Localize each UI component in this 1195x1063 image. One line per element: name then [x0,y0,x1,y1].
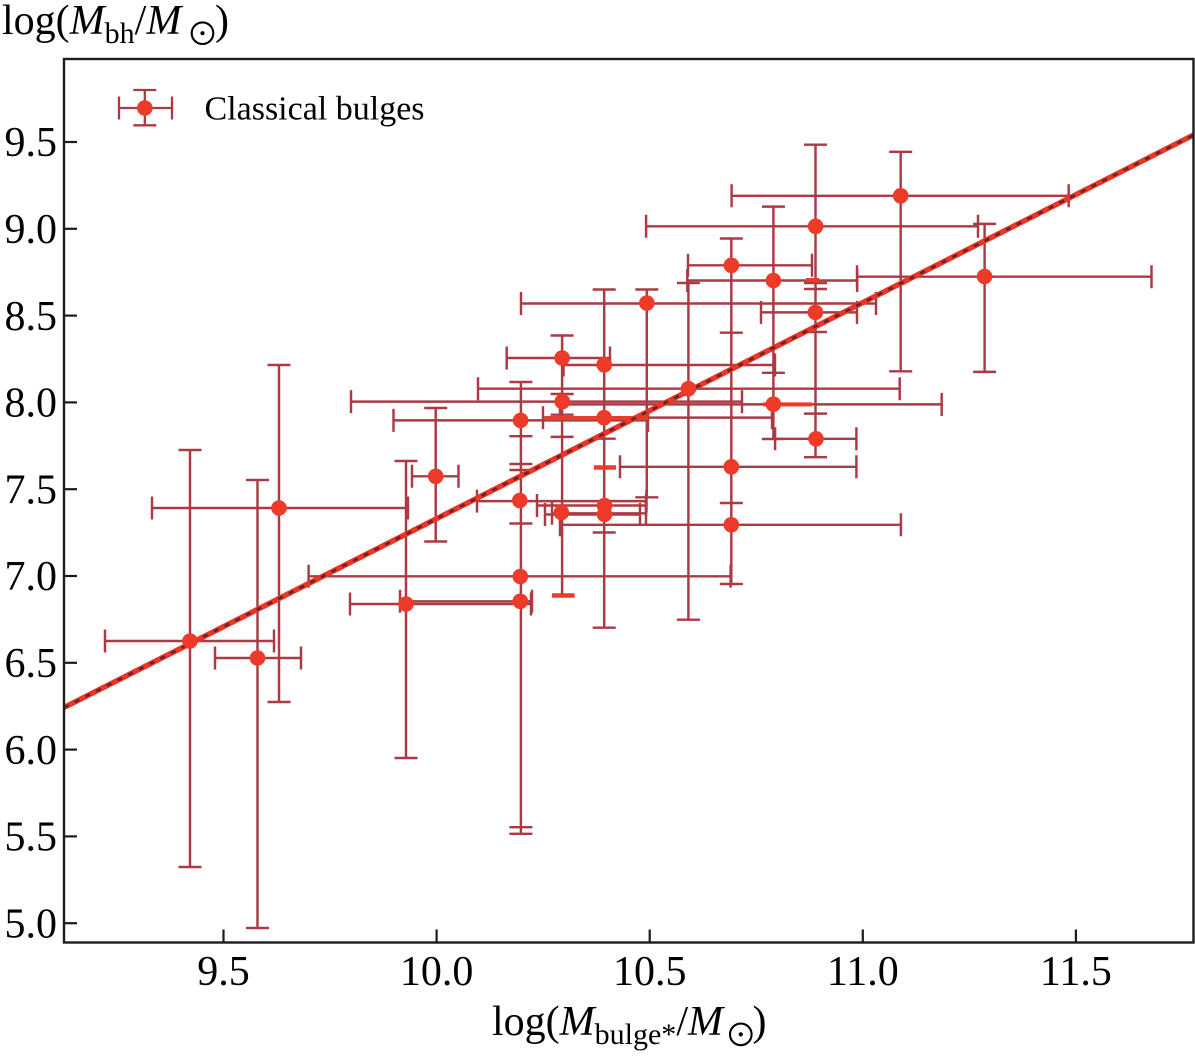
svg-text:10.5: 10.5 [613,949,687,995]
svg-text:5.5: 5.5 [5,815,58,861]
svg-text:9.0: 9.0 [5,207,58,253]
svg-text:10.0: 10.0 [400,949,474,995]
svg-text:): ) [215,0,229,44]
svg-text:9.5: 9.5 [5,120,58,166]
svg-text:log(Mbh/M: log(Mbh/M [2,0,183,50]
svg-text:11.5: 11.5 [1040,949,1112,995]
svg-text:Classical bulges: Classical bulges [205,91,425,128]
svg-text:8.5: 8.5 [5,294,58,340]
svg-text:11.0: 11.0 [827,949,899,995]
svg-text:9.5: 9.5 [197,949,250,995]
svg-text:7.5: 7.5 [5,467,58,513]
svg-text:7.0: 7.0 [5,554,58,600]
svg-text:6.0: 6.0 [5,728,58,774]
svg-text:8.0: 8.0 [5,381,58,427]
svg-text:): ) [753,999,767,1045]
svg-text:6.5: 6.5 [5,641,58,687]
svg-text:5.0: 5.0 [5,901,58,947]
